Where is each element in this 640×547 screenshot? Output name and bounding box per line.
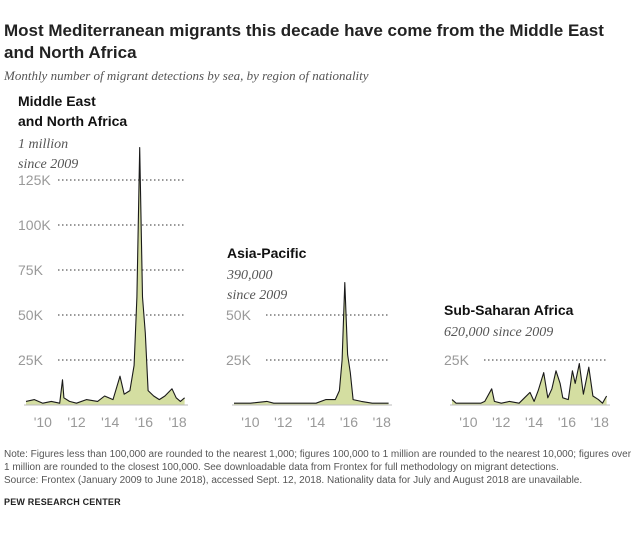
y-tick-label: 100K (18, 217, 51, 233)
x-tick-label: '12 (274, 414, 292, 430)
x-tick-label: '16 (558, 414, 576, 430)
x-tick-label: '12 (492, 414, 510, 430)
panel-subtitle: 1 million (18, 137, 68, 152)
x-tick-label: '18 (591, 414, 609, 430)
chart-subtitle: Monthly number of migrant detections by … (4, 68, 369, 83)
y-tick-label: 75K (18, 262, 44, 278)
panel-title: Sub-Saharan Africa (444, 302, 574, 318)
series-line (25, 147, 185, 404)
x-tick-label: '12 (67, 414, 85, 430)
pew-logo: PEW RESEARCH CENTER (4, 497, 121, 507)
x-tick-label: '10 (459, 414, 477, 430)
note-text: Note: Figures less than 100,000 are roun… (4, 449, 632, 473)
x-tick-label: '18 (373, 414, 391, 430)
x-tick-label: '14 (307, 414, 325, 430)
y-tick-label: 25K (444, 352, 470, 368)
area-fill (452, 363, 607, 405)
x-tick-label: '10 (241, 414, 259, 430)
panel-subtitle: since 2009 (18, 157, 78, 172)
source-text: Source: Frontex (January 2009 to June 20… (4, 475, 583, 486)
chart-title: Most Mediterranean migrants this decade … (4, 21, 604, 62)
y-tick-label: 25K (18, 352, 44, 368)
x-tick-label: '14 (101, 414, 119, 430)
panel-title: Asia-Pacific (227, 245, 307, 261)
y-tick-label: 125K (18, 172, 51, 188)
panel-title: and North Africa (18, 113, 127, 129)
y-tick-label: 50K (18, 307, 44, 323)
panel-subtitle: since 2009 (227, 288, 287, 303)
y-tick-label: 50K (226, 307, 252, 323)
small-multiples-chart: 25K 50K 75K 100K 125K '10 '12 '14 '16 '18 Middle E… (18, 93, 610, 430)
panel-subtitle: 620,000 since 2009 (444, 325, 553, 340)
panel-subtitle: 390,000 (226, 268, 273, 283)
x-tick-label: '16 (135, 414, 153, 430)
series-line (451, 363, 608, 404)
x-tick-label: '18 (168, 414, 186, 430)
panel-title: Middle East (18, 93, 96, 109)
area-fill (26, 147, 185, 405)
x-tick-label: '16 (340, 414, 358, 430)
y-tick-label: 25K (226, 352, 252, 368)
series-line (234, 282, 389, 404)
x-tick-label: '14 (525, 414, 543, 430)
x-tick-label: '10 (34, 414, 52, 430)
notes-block: Note: Figures less than 100,000 are roun… (4, 448, 634, 487)
